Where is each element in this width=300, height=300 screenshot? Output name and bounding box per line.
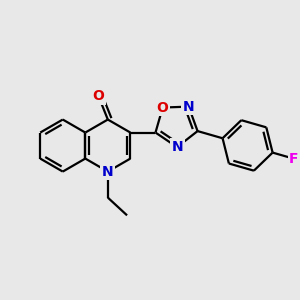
Text: N: N [171, 140, 183, 154]
Text: N: N [102, 165, 114, 178]
Text: O: O [93, 89, 104, 103]
Text: F: F [289, 152, 299, 166]
Text: N: N [183, 100, 194, 114]
Text: O: O [157, 100, 169, 115]
